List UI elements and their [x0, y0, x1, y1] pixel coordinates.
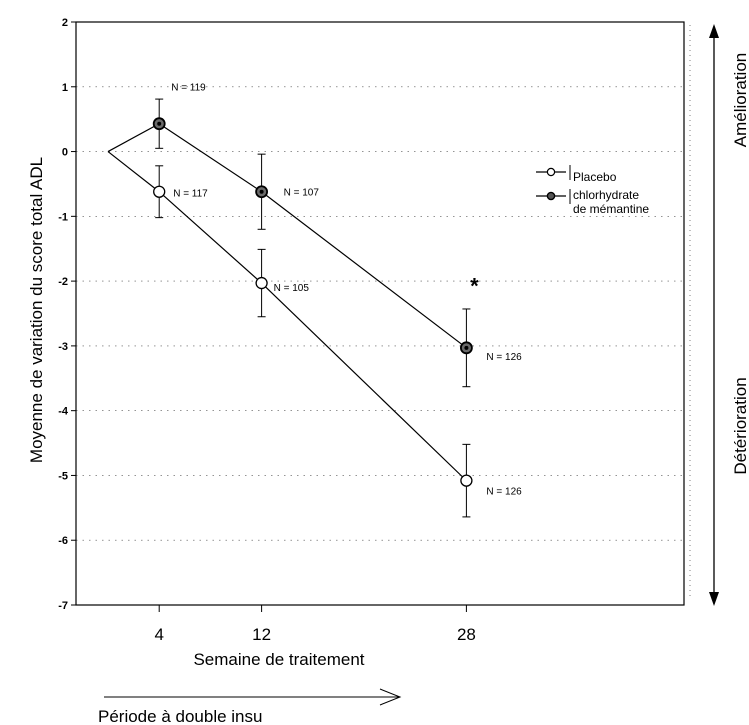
data-point-core	[464, 345, 469, 350]
n-label: N = 117	[173, 189, 208, 200]
improvement-deterioration-arrow	[689, 24, 719, 606]
legend-label-memantine: chlorhydrate de mémantine	[573, 188, 649, 216]
legend: Placebo chlorhydrate de mémantine	[536, 165, 649, 216]
legend-item-memantine: chlorhydrate de mémantine	[536, 188, 649, 216]
y-tick-label: -2	[58, 276, 68, 288]
n-label: N = 119	[171, 83, 206, 94]
y-tick-label: 0	[62, 147, 68, 159]
x-axis-ticks: 4 12 28	[154, 605, 476, 644]
y-tick-label: -4	[58, 406, 69, 418]
x-tick-label: 4	[154, 625, 163, 644]
data-point	[460, 474, 473, 487]
gridlines	[76, 21, 684, 541]
legend-label-memantine-line2: de mémantine	[573, 202, 649, 216]
n-label: N = 126	[486, 352, 522, 363]
n-label: N = 126	[486, 487, 522, 498]
x-tick-label: 12	[252, 625, 271, 644]
legend-open-circle-marker	[546, 167, 556, 177]
improvement-label: Amélioration	[731, 53, 749, 148]
y-tick-label: -1	[58, 211, 68, 223]
data-point	[153, 185, 166, 198]
y-tick-label: -3	[58, 341, 68, 353]
data-point-core	[259, 189, 264, 194]
series-placebo: N = 117 N = 105 N = 126	[107, 151, 522, 518]
significance-star: *	[470, 273, 479, 298]
y-axis-ticks: 2 1 0 -1 -2 -3 -4 -5 -6 -7	[58, 17, 76, 612]
y-tick-label: -6	[58, 535, 68, 547]
legend-filled-circle-marker	[546, 191, 556, 201]
legend-label-memantine-line1: chlorhydrate	[573, 188, 639, 202]
legend-item-placebo: Placebo	[536, 165, 617, 184]
y-tick-label: 2	[62, 17, 68, 29]
deterioration-label: Détérioration	[731, 377, 749, 474]
period-label: Période à double insu	[98, 707, 262, 725]
arrow-down-head	[709, 592, 719, 606]
x-tick-label: 28	[457, 625, 476, 644]
y-axis-title: Moyenne de variation du score total ADL	[27, 157, 46, 463]
n-label: N = 105	[274, 283, 310, 294]
arrow-up-head	[709, 24, 719, 38]
series-memantine: N = 119 N = 107 N = 126	[107, 83, 522, 388]
y-tick-label: -5	[58, 470, 68, 482]
period-arrow	[104, 688, 402, 706]
series-line	[107, 151, 467, 482]
plot-frame	[75, 21, 685, 606]
data-point-core	[157, 121, 162, 126]
y-tick-label: 1	[62, 82, 68, 94]
x-axis-title: Semaine de traitement	[193, 650, 364, 669]
n-label: N = 107	[284, 188, 320, 199]
legend-label-placebo: Placebo	[573, 170, 617, 184]
data-point	[255, 276, 268, 290]
series-line	[107, 123, 467, 349]
y-tick-label: -7	[58, 600, 68, 612]
